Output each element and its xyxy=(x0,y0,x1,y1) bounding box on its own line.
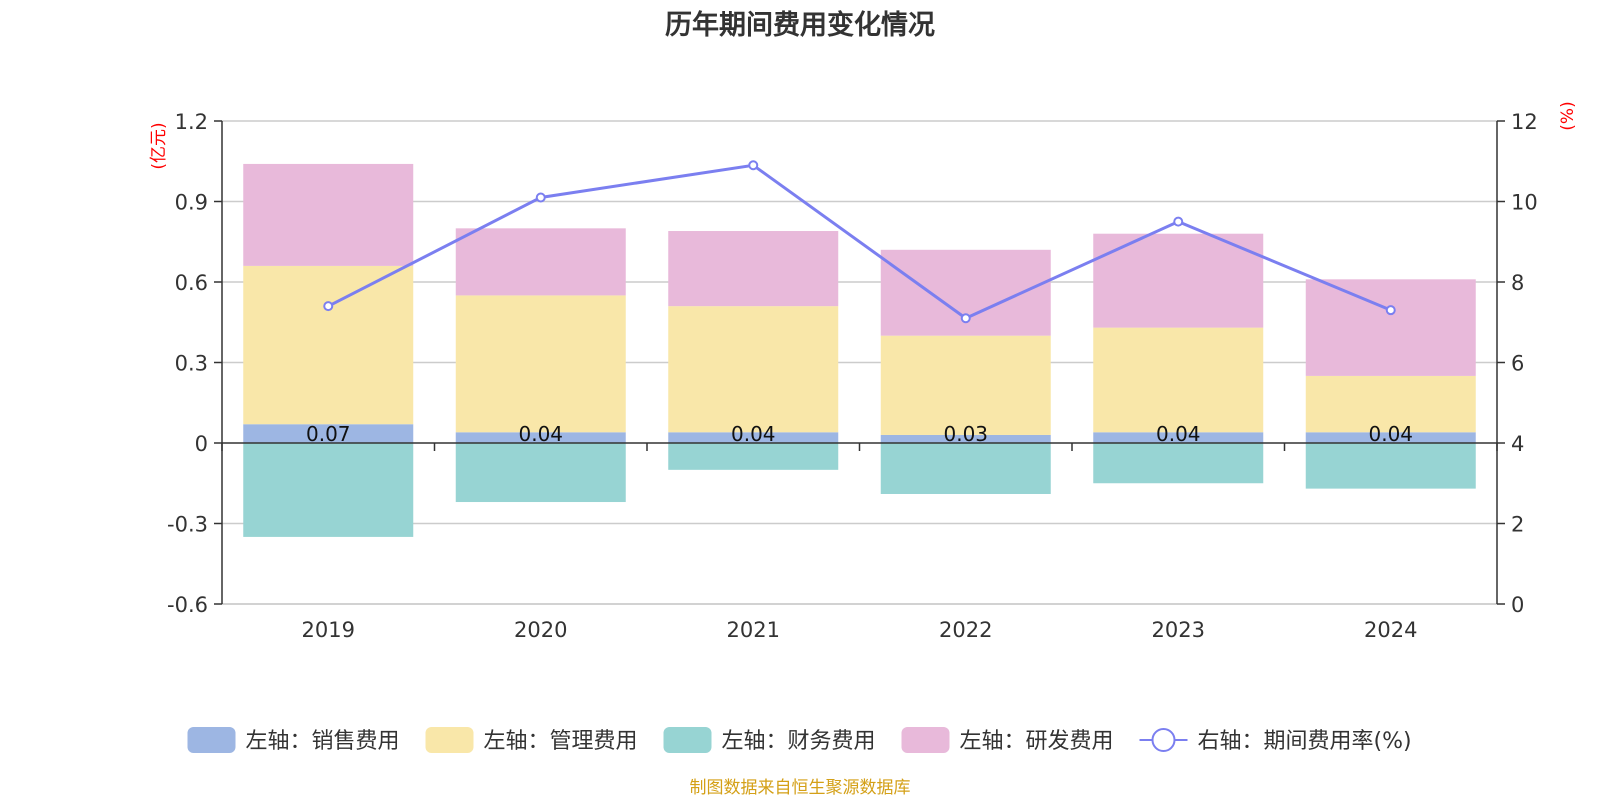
bar-2021-s2 xyxy=(668,443,839,470)
left-tick-label: 0.9 xyxy=(175,191,208,215)
bar-2021-s3 xyxy=(668,231,839,307)
bar-2019-s3 xyxy=(243,163,414,266)
right-axis-unit: (%) xyxy=(1558,101,1578,130)
x-tick-label: 2023 xyxy=(1152,618,1205,642)
rate-point xyxy=(535,192,546,203)
rate-point xyxy=(748,160,759,171)
x-tick-label: 2024 xyxy=(1364,618,1417,642)
legend-swatch xyxy=(187,727,236,753)
legend-swatch xyxy=(901,727,950,753)
left-tick-label: 1.2 xyxy=(175,110,208,134)
grid xyxy=(222,120,1497,605)
legend-label: 左轴：管理费用 xyxy=(484,729,638,754)
left-axis-unit: (亿元) xyxy=(149,122,169,169)
right-tick-label: 6 xyxy=(1511,352,1524,376)
legend-label: 左轴：研发费用 xyxy=(960,729,1114,754)
rate-point xyxy=(1173,216,1184,227)
bar-label: 0.07 xyxy=(306,422,351,446)
left-tick-label: 0.6 xyxy=(175,271,208,295)
bar-label: 0.03 xyxy=(943,422,988,446)
bar-2023-s2 xyxy=(1093,443,1264,484)
legend-label: 右轴：期间费用率(%) xyxy=(1198,729,1412,754)
bar-2022-s2 xyxy=(880,443,1051,494)
x-tick-label: 2021 xyxy=(727,618,780,642)
legend: 左轴：销售费用 左轴：管理费用 左轴：财务费用 左轴：研发费用 右轴：期间费用率(%) xyxy=(187,727,1412,754)
bar-label: 0.04 xyxy=(518,422,563,446)
bar-2024-s2 xyxy=(1305,443,1476,489)
bar-2019-s2 xyxy=(243,443,414,537)
bar-2021-s0 xyxy=(668,432,839,443)
legend-swatch xyxy=(663,727,712,753)
bar-2020-s2 xyxy=(455,443,626,503)
legend-label: 左轴：财务费用 xyxy=(722,729,876,754)
bar-label: 0.04 xyxy=(1156,422,1201,446)
line-series xyxy=(323,160,1396,324)
bar-2020-s1 xyxy=(455,295,626,433)
axes: 1.2 0.9 0.6 0.3 0 -0.3 -0.6 12 10 8 6 4 2 0 2019 2020 20… xyxy=(167,110,1538,642)
rate-point xyxy=(1385,305,1396,316)
legend-swatch xyxy=(425,727,474,753)
rate-point xyxy=(323,301,334,312)
left-tick-label: 0 xyxy=(195,432,208,456)
right-tick-label: 0 xyxy=(1511,593,1524,617)
left-tick-label: 0.3 xyxy=(175,352,208,376)
bar-label: 0.04 xyxy=(731,422,776,446)
legend-label: 左轴：销售费用 xyxy=(246,729,400,754)
right-tick-label: 2 xyxy=(1511,513,1524,537)
left-tick-label: -0.3 xyxy=(167,513,208,537)
right-tick-label: 8 xyxy=(1511,271,1524,295)
x-tick-label: 2022 xyxy=(939,618,992,642)
rate-line xyxy=(327,163,1392,320)
bar-label: 0.04 xyxy=(1368,422,1413,446)
bar-2020-s3 xyxy=(455,228,626,296)
source-note: 制图数据来自恒生聚源数据库 xyxy=(690,778,911,798)
x-tick-label: 2020 xyxy=(514,618,567,642)
bar-2022-s1 xyxy=(880,335,1051,435)
bar-2023-s0 xyxy=(1093,432,1264,443)
bar-2024-s3 xyxy=(1305,279,1476,376)
bar-2023-s1 xyxy=(1093,327,1264,433)
bar-2019-s0 xyxy=(243,424,414,443)
right-tick-label: 10 xyxy=(1511,191,1538,215)
bar-labels: 0.07 0.04 0.04 0.03 0.04 0.04 xyxy=(306,422,1413,446)
right-tick-label: 4 xyxy=(1511,432,1524,456)
x-tick-label: 2019 xyxy=(302,618,355,642)
legend-circle-swatch xyxy=(1151,728,1176,752)
chart-title: 历年期间费用变化情况 xyxy=(665,9,935,41)
rate-point xyxy=(960,313,971,324)
bar-2020-s0 xyxy=(455,432,626,443)
right-tick-label: 12 xyxy=(1511,110,1538,134)
bar-2022-s0 xyxy=(880,434,1051,443)
bar-2024-s0 xyxy=(1305,432,1476,443)
bar-2021-s1 xyxy=(668,306,839,433)
left-tick-label: -0.6 xyxy=(167,593,208,617)
bar-2019-s1 xyxy=(243,265,414,425)
bar-2024-s1 xyxy=(1305,375,1476,433)
bars xyxy=(243,163,1476,537)
bar-2023-s3 xyxy=(1093,233,1264,328)
